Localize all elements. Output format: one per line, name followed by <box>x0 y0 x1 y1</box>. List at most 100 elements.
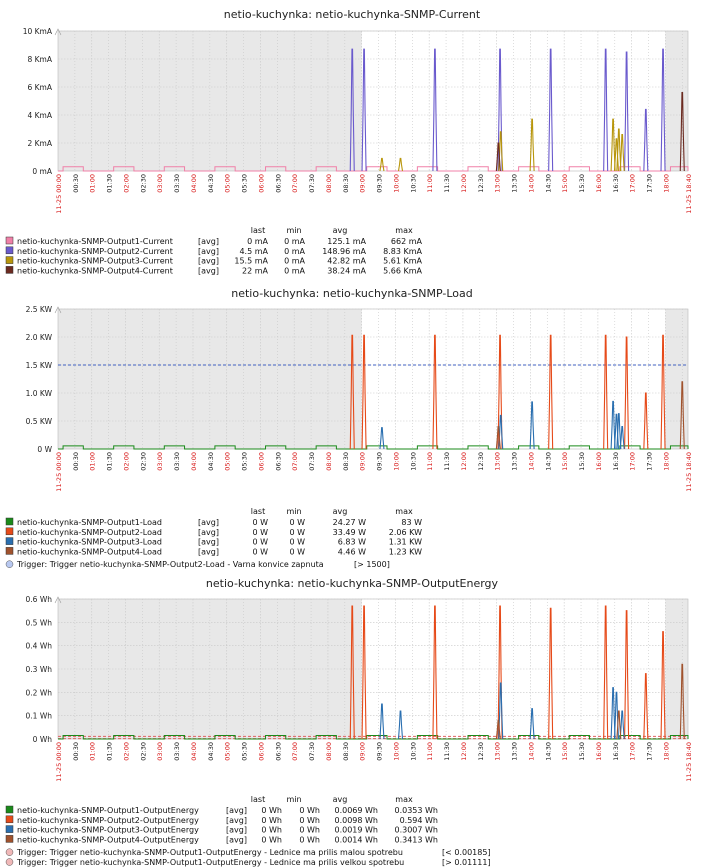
series-spike <box>548 48 554 172</box>
legend-swatch <box>5 256 14 264</box>
series-spike <box>495 142 501 172</box>
legend-name: netio-kuchynka-SNMP-Output4-Current <box>17 266 173 275</box>
trigger-icon <box>5 848 14 856</box>
x-tick-label: 04:00 <box>190 174 198 193</box>
y-tick-label: 0.1 Wh <box>26 712 53 721</box>
series-spike <box>603 605 609 740</box>
x-tick-label: 17:00 <box>629 174 637 193</box>
legend-name: netio-kuchynka-SNMP-Output1-Current <box>17 237 173 246</box>
series-spike <box>643 108 649 172</box>
legend-avg: 0.0069 Wh <box>334 806 378 815</box>
legend-name: netio-kuchynka-SNMP-Output1-Load <box>17 518 162 527</box>
legend-func: [avg] <box>198 266 219 275</box>
legend-func: [avg] <box>226 816 247 825</box>
series-spike <box>529 401 535 450</box>
y-tick-label: 8 KmA <box>27 55 52 64</box>
series-spike <box>529 708 535 740</box>
y-tick-label: 4 KmA <box>27 111 52 120</box>
x-tick-label: 12:30 <box>477 742 485 761</box>
x-tick-label: 05:00 <box>224 174 232 193</box>
series-spike <box>679 381 685 450</box>
legend-header: last <box>251 226 265 235</box>
legend-name: netio-kuchynka-SNMP-Output2-Load <box>17 528 162 537</box>
legend-max: 0.594 Wh <box>400 816 438 825</box>
x-tick-label: 18:00 <box>662 174 670 193</box>
x-tick-label: 11:00 <box>426 174 434 193</box>
y-tick-label: 2.0 KW <box>26 333 53 342</box>
trigger-label: Trigger: Trigger netio-kuchynka-SNMP-Out… <box>16 858 404 867</box>
x-tick-label: 13:00 <box>494 742 502 761</box>
legend-func: [avg] <box>198 538 219 547</box>
trigger-condition: [> 1500] <box>354 560 390 569</box>
x-tick-label: 11-25 18:40 <box>685 742 693 782</box>
x-tick-label: 12:30 <box>477 452 485 471</box>
chart-title: netio-kuchynka: netio-kuchynka-SNMP-Load <box>231 288 473 300</box>
x-tick-label: 06:30 <box>274 742 282 761</box>
legend-max: 1.31 KW <box>389 538 422 547</box>
x-tick-label: 11:30 <box>443 452 451 471</box>
legend-func: [avg] <box>198 547 219 556</box>
energy-chart: netio-kuchynka: netio-kuchynka-SNMP-Outp… <box>5 577 693 867</box>
x-tick-label: 15:30 <box>578 174 586 193</box>
series-spike <box>349 605 355 740</box>
legend-min: 0 Wh <box>299 826 320 835</box>
x-tick-label: 07:00 <box>291 174 299 193</box>
legend-header: last <box>251 507 265 516</box>
series-spike <box>616 128 622 172</box>
x-tick-label: 15:00 <box>561 452 569 471</box>
legend-max: 0.0353 Wh <box>394 806 438 815</box>
legend-swatch <box>5 835 14 843</box>
legend-swatch <box>5 246 14 255</box>
series-spike <box>361 334 367 450</box>
x-tick-label: 07:30 <box>308 452 316 471</box>
series-spike <box>610 687 616 740</box>
legend-swatch <box>5 815 14 824</box>
x-tick-label: 08:00 <box>325 452 333 471</box>
legend-last: 0 Wh <box>261 816 282 825</box>
legend-name: netio-kuchynka-SNMP-Output4-OutputEnergy <box>17 835 199 844</box>
y-tick-label: 2.5 KW <box>26 305 53 314</box>
series-spike <box>432 605 438 740</box>
legend-min: 0 mA <box>284 237 305 246</box>
series-spike <box>432 334 438 450</box>
trigger-condition: [< 0.00185] <box>442 848 491 857</box>
x-tick-label: 15:00 <box>561 742 569 761</box>
legend-max: 5.61 KmA <box>383 257 422 266</box>
legend-last: 0 mA <box>247 237 268 246</box>
y-axis-arrow <box>54 596 62 604</box>
x-tick-label: 15:30 <box>578 452 586 471</box>
evening-shade <box>665 309 688 449</box>
series-spike <box>361 605 367 740</box>
x-tick-label: 09:00 <box>359 174 367 193</box>
legend-last: 4.5 mA <box>239 247 268 256</box>
x-tick-label: 12:00 <box>460 742 468 761</box>
x-tick-label: 17:30 <box>646 452 654 471</box>
legend-name: netio-kuchynka-SNMP-Output3-Load <box>17 538 162 547</box>
legend-last: 0 Wh <box>261 806 282 815</box>
legend-last: 0 W <box>252 538 268 547</box>
series-spike <box>603 334 609 450</box>
x-tick-label: 14:30 <box>544 174 552 193</box>
x-tick-label: 00:30 <box>72 742 80 761</box>
series-spike <box>349 48 355 172</box>
x-tick-label: 02:00 <box>122 174 130 193</box>
x-tick-label: 17:30 <box>646 174 654 193</box>
x-tick-label: 10:30 <box>409 452 417 471</box>
legend-max: 0.3413 Wh <box>394 835 438 844</box>
x-tick-label: 11-25 00:00 <box>55 174 63 214</box>
x-tick-label: 12:00 <box>460 174 468 193</box>
series-spike <box>619 426 625 450</box>
chart-title: netio-kuchynka: netio-kuchynka-SNMP-Outp… <box>206 577 499 590</box>
x-tick-label: 16:00 <box>595 452 603 471</box>
x-tick-label: 13:30 <box>511 742 519 761</box>
x-tick-label: 01:00 <box>89 452 97 471</box>
y-axis-arrow <box>54 306 62 314</box>
legend-header: avg <box>333 795 348 804</box>
load-chart: netio-kuchynka: netio-kuchynka-SNMP-Load… <box>5 288 693 569</box>
x-tick-label: 10:00 <box>392 452 400 471</box>
legend-avg: 24.27 W <box>333 518 366 527</box>
legend-min: 0 Wh <box>299 835 320 844</box>
series-spike <box>548 334 554 450</box>
series-spike <box>361 48 367 172</box>
legend-header: avg <box>333 226 348 235</box>
